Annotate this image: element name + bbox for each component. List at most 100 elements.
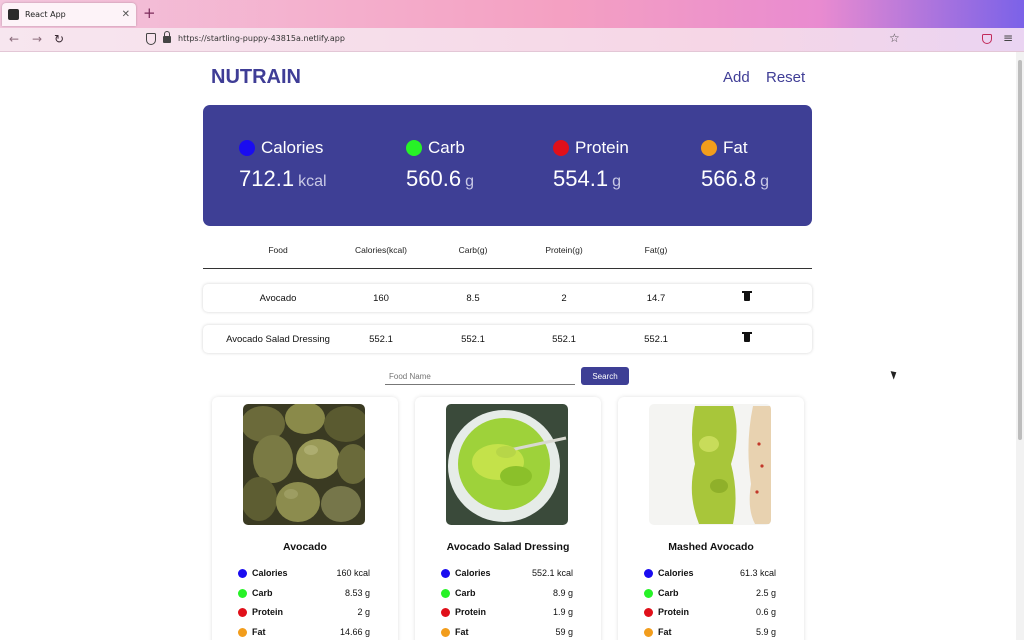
summary-calories: Calories 712.1 kcal [239,138,327,192]
summary-unit: kcal [298,173,327,190]
trash-icon[interactable] [742,291,752,301]
nutrient-value: 0.6 g [755,607,776,617]
nutrient-name: Calories [455,568,491,578]
summary-label: Fat [723,138,748,157]
fat-dot-icon [644,628,653,637]
nutrient-row: Fat 5.9 g [644,627,776,639]
nutrient-value: 160 kcal [336,568,370,578]
nutrient-value: 2.5 g [755,588,776,598]
column-header: Calories(kcal) [355,245,407,255]
food-cell: Avocado Salad Dressing [226,334,330,345]
card-title: Avocado [283,541,327,553]
column-header: Protein(g) [545,245,583,255]
browser-toolbar: ← → ↻ https://startling-puppy-43815a.net… [0,28,1024,52]
protein-cell: 552.1 [552,334,576,345]
fat-cell: 552.1 [644,334,668,345]
carb-dot-icon [406,140,422,156]
nutrient-row: Calories 61.3 kcal [644,568,776,580]
nutrient-value: 8.9 g [552,588,573,598]
close-icon[interactable]: ✕ [121,9,130,20]
summary-unit: g [465,173,474,190]
calories-cell: 552.1 [369,334,393,345]
food-card[interactable]: Avocado Salad Dressing Calories 552.1 kc… [415,397,601,640]
page-scrollbar[interactable] [1016,52,1024,640]
mashed-avocado-toast-photo [649,404,771,525]
bookmark-star-icon[interactable]: ☆ [889,31,900,45]
column-header: Fat(g) [644,245,668,255]
nutrient-name: Carb [252,588,273,598]
food-search-input[interactable] [385,369,575,385]
new-tab-icon[interactable]: + [143,4,156,22]
forward-arrow-icon[interactable]: → [32,32,43,46]
carb-dot-icon [441,589,450,598]
pocket-icon[interactable] [982,34,992,44]
column-header: Carb(g) [458,245,488,255]
nutrient-name: Carb [455,588,476,598]
browser-tab-bar: React App ✕ + [0,0,1024,28]
nav-add-link[interactable]: Add [723,69,750,86]
nutrient-value: 1.9 g [552,607,573,617]
nutrient-value: 8.53 g [344,588,370,598]
nav-reset-link[interactable]: Reset [766,69,806,86]
fat-dot-icon [238,628,247,637]
reload-icon[interactable]: ↻ [54,32,65,46]
avocado-photo [243,404,365,525]
nutrient-row: Protein 0.6 g [644,607,776,619]
table-row: Avocado Salad Dressing 552.1 552.1 552.1… [203,325,812,353]
summary-label: Carb [428,138,465,157]
nutrition-summary-panel: Calories 712.1 kcal Carb 560.6 g Protein 5… [203,105,812,226]
summary-protein: Protein 554.1 g [553,138,629,192]
calories-dot-icon [238,569,247,578]
menu-icon[interactable]: ≡ [1003,31,1014,45]
nutrient-row: Protein 1.9 g [441,607,573,619]
scrollbar-thumb[interactable] [1018,60,1022,440]
nutrient-row: Calories 552.1 kcal [441,568,573,580]
mouse-cursor-icon [890,369,899,380]
protein-dot-icon [441,608,450,617]
fat-cell: 14.7 [646,293,666,304]
card-title: Avocado Salad Dressing [446,541,570,553]
card-title: Mashed Avocado [668,541,754,553]
calories-dot-icon [644,569,653,578]
nutrient-row: Carb 8.53 g [238,588,370,600]
nutrient-name: Calories [658,568,694,578]
summary-label: Protein [575,138,629,157]
nutrient-value: 14.66 g [339,627,370,637]
fat-dot-icon [701,140,717,156]
nutrient-value: 5.9 g [755,627,776,637]
nutrient-name: Fat [252,627,266,637]
summary-unit: g [760,173,769,190]
nutrient-row: Carb 8.9 g [441,588,573,600]
column-header: Food [268,245,288,255]
carb-cell: 552.1 [461,334,485,345]
shield-icon[interactable] [146,33,156,45]
nutrient-name: Calories [252,568,288,578]
nutrient-value: 59 g [555,627,573,637]
nutrient-value: 2 g [357,607,370,617]
lock-icon[interactable] [163,31,171,43]
nutrient-row: Fat 14.66 g [238,627,370,639]
address-bar[interactable]: https://startling-puppy-43815a.netlify.a… [178,34,345,43]
food-card[interactable]: Mashed Avocado Calories 61.3 kcal Carb 2… [618,397,804,640]
search-button[interactable]: Search [581,367,629,385]
nutrient-row: Calories 160 kcal [238,568,370,580]
summary-value: 566.8 [701,166,757,191]
trash-icon[interactable] [742,332,752,342]
summary-unit: g [612,173,621,190]
back-arrow-icon[interactable]: ← [9,32,20,46]
brand-logo[interactable]: NUTRAIN [211,66,301,88]
nutrient-name: Protein [252,607,284,617]
nutrient-row: Fat 59 g [441,627,573,639]
calories-dot-icon [239,140,255,156]
guacamole-bowl-photo [446,404,568,525]
nutrient-name: Fat [658,627,672,637]
browser-tab[interactable]: React App ✕ [2,3,136,26]
protein-cell: 2 [561,293,567,304]
react-favicon-icon [8,9,19,20]
table-row: Avocado 160 8.5 2 14.7 [203,284,812,312]
food-card[interactable]: Avocado Calories 160 kcal Carb 8.53 g Pr… [212,397,398,640]
summary-fat: Fat 566.8 g [701,138,769,192]
nutrient-value: 61.3 kcal [739,568,776,578]
nutrient-value: 552.1 kcal [531,568,573,578]
carb-cell: 8.5 [466,293,480,304]
